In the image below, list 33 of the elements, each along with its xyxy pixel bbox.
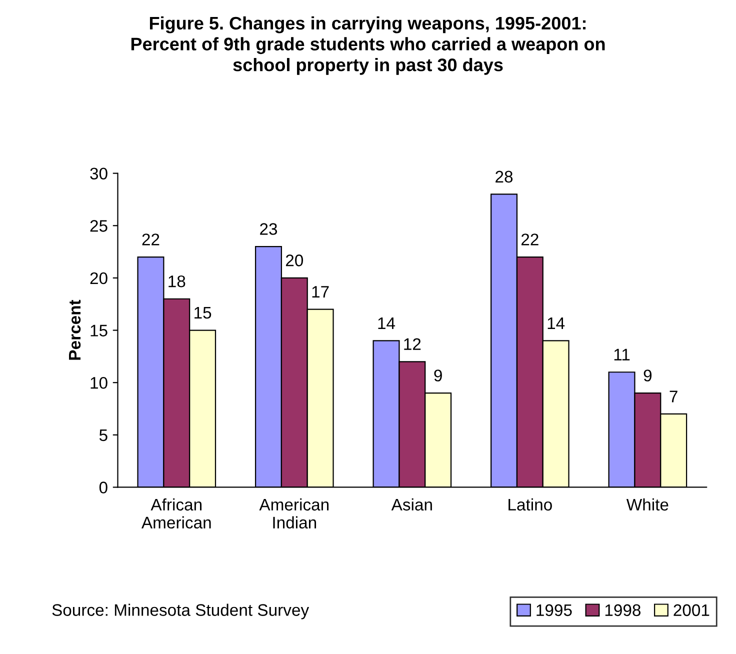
x-tick-label: American Indian	[259, 498, 329, 529]
x-tick-label: Latino	[508, 498, 552, 511]
data-label: 12	[404, 338, 421, 350]
y-tick-label: 25	[90, 220, 108, 232]
data-label: 14	[548, 317, 565, 329]
y-axis-title: Percent	[69, 300, 81, 360]
x-tick-label: White	[626, 498, 668, 511]
x-tick-label: Asian	[391, 498, 432, 511]
data-label: 28	[496, 170, 513, 183]
y-tick-label: 5	[99, 429, 108, 442]
data-label: 9	[434, 370, 442, 382]
data-label: 7	[670, 390, 678, 402]
y-tick-label: 15	[90, 324, 108, 336]
legend-label: 1995	[536, 604, 572, 616]
data-label: 9	[644, 370, 652, 382]
data-label: 15	[194, 307, 212, 319]
y-tick-label: 20	[90, 272, 108, 284]
data-label: 11	[614, 348, 630, 360]
y-tick-label: 10	[90, 376, 108, 389]
data-label: 17	[312, 286, 329, 298]
data-label: 18	[168, 275, 186, 288]
data-label: 22	[142, 234, 160, 246]
y-tick-label: 30	[90, 168, 108, 180]
legend-label: 2001	[674, 604, 710, 616]
source-note: Source: Minnesota Student Survey	[52, 604, 310, 620]
chart-title: Figure 5. Changes in carrying weapons, 1995-2001: Percent of 9th grade students who carried a weapon on school property in past 30 days	[131, 16, 605, 75]
data-label: 23	[260, 223, 278, 235]
x-tick-label: African American	[141, 498, 211, 529]
data-label: 20	[286, 254, 304, 266]
y-tick-label: 0	[99, 482, 108, 494]
data-label: 14	[378, 317, 396, 329]
data-label: 22	[521, 234, 538, 246]
legend-label: 1998	[605, 604, 640, 616]
